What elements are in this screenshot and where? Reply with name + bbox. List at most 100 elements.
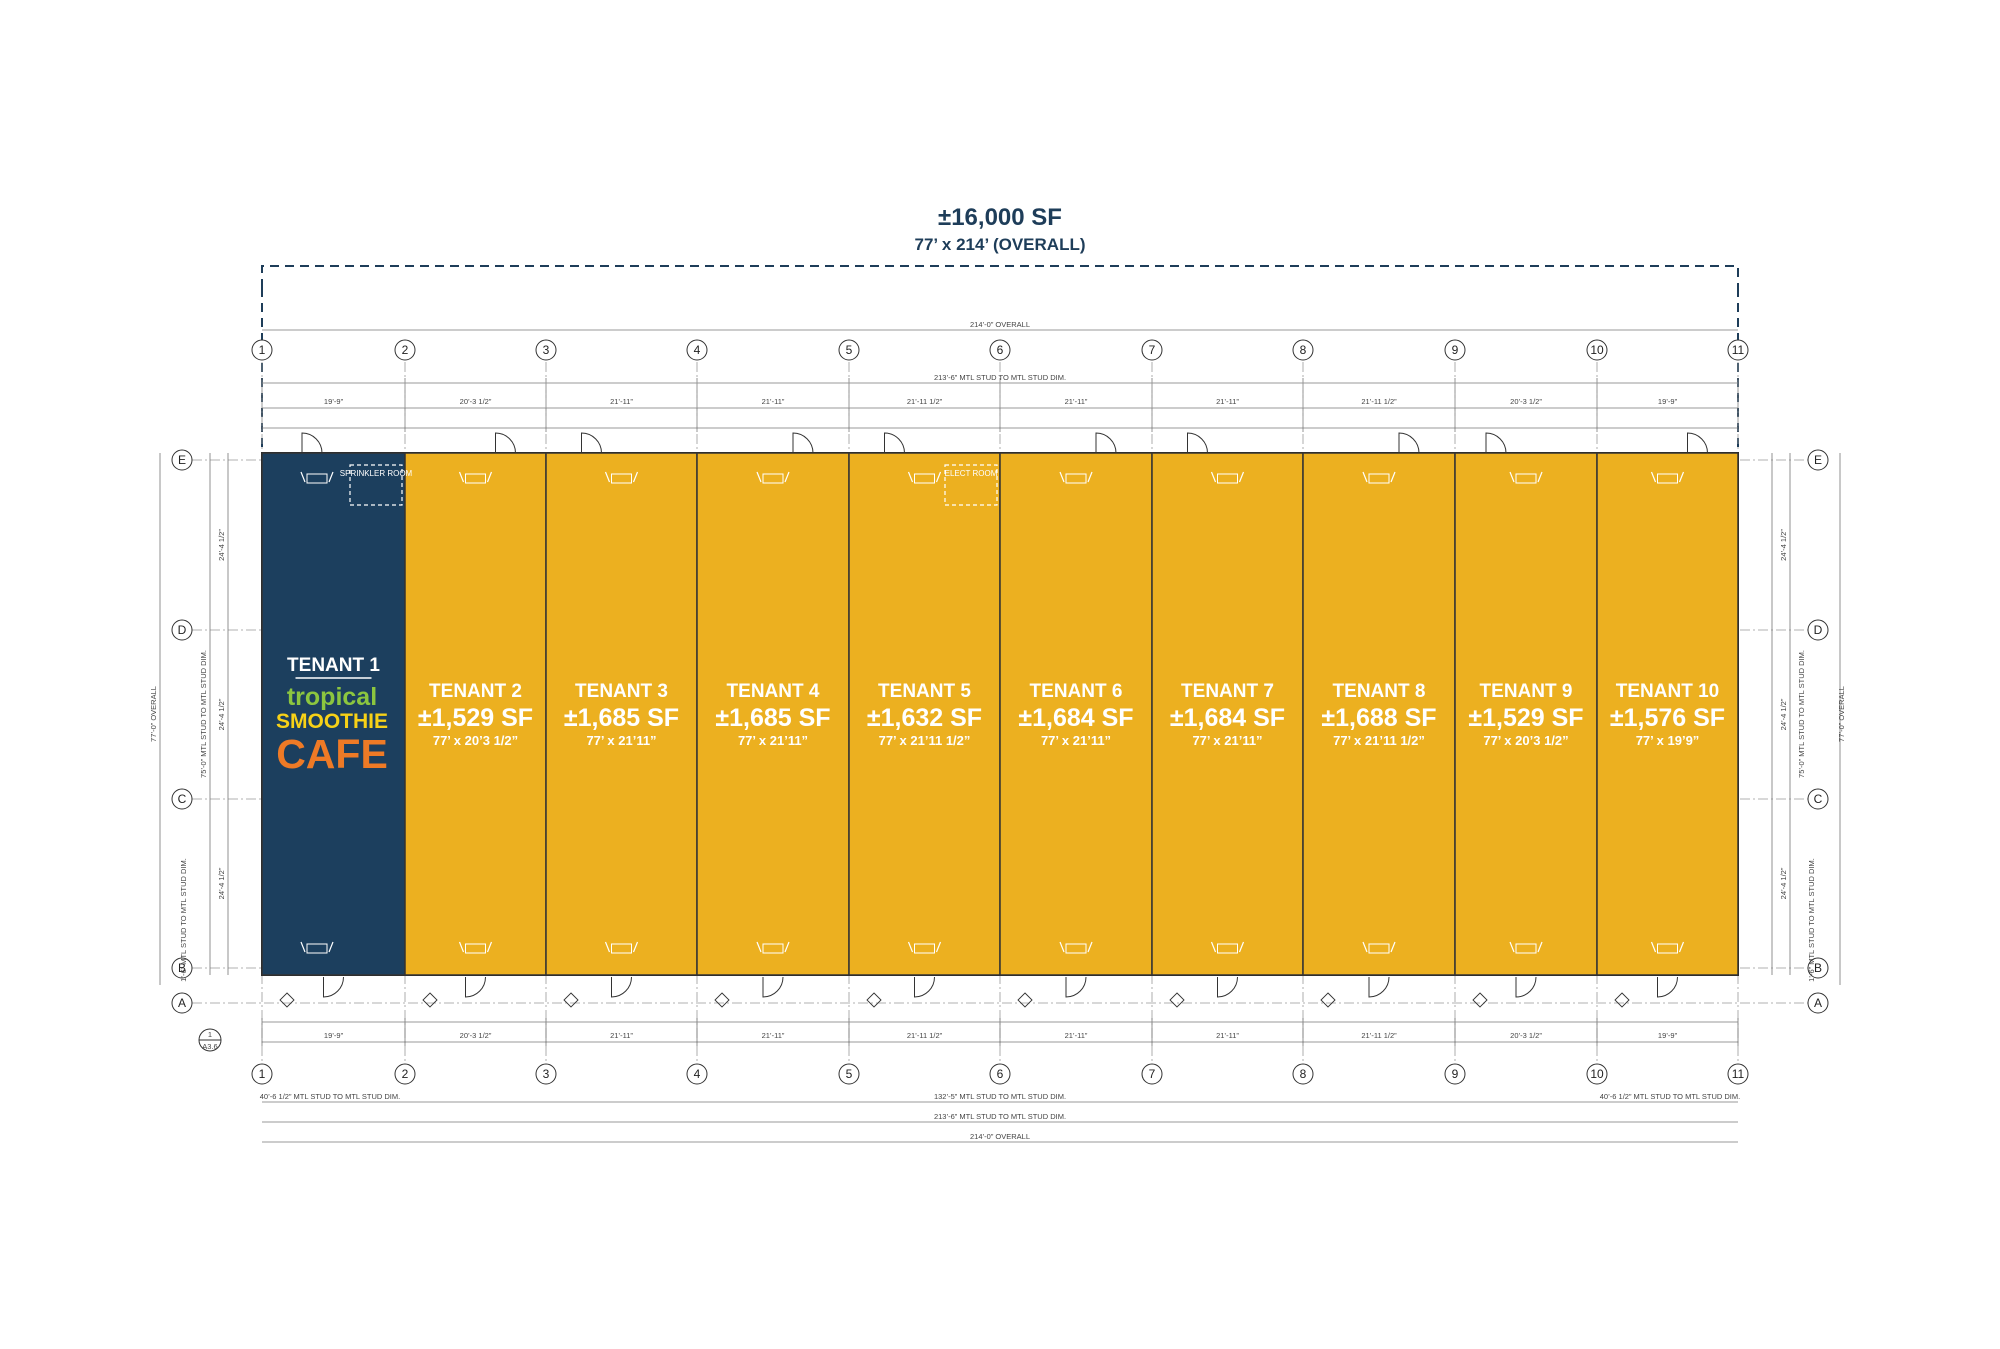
tenant-suite: TENANT 1 xyxy=(261,432,406,1008)
exit-arrow-icon xyxy=(756,471,790,483)
grid-row-label: C xyxy=(178,792,187,806)
bottom-sub-left-dim: 40’-6 1/2” MTL STUD TO MTL STUD DIM. xyxy=(260,1092,400,1101)
exit-sign-icon xyxy=(1368,943,1390,954)
top-bay-dim: 19’-9” xyxy=(324,397,344,406)
logo-line-cafe: CAFE xyxy=(276,731,388,777)
bottom-bay-dim: 20’-3 1/2” xyxy=(460,1031,492,1040)
elect-room-label: ELECT ROOM xyxy=(945,469,998,478)
top-bay-dim: 21’-11” xyxy=(1065,397,1088,406)
door-swing-icon xyxy=(1515,976,1537,998)
grid-row-bubble xyxy=(171,788,193,810)
exit-sign-icon xyxy=(1368,473,1390,484)
bottom-sub-mid-dim: 132’-5” MTL STUD TO MTL STUD DIM. xyxy=(934,1092,1066,1101)
grid-col-label: 7 xyxy=(1149,1067,1156,1081)
side-row-dim: 24’-4 1/2” xyxy=(217,867,226,899)
tenant-area: ±1,529 SF xyxy=(418,704,533,732)
grid-col-bubble xyxy=(394,1063,416,1085)
exit-arrow-icon xyxy=(1362,471,1396,483)
tenant-suite-fill xyxy=(696,452,850,976)
tenant-dimensions: 77’ x 21’11” xyxy=(586,733,656,748)
tenant-dimensions: 77’ x 21’11 1/2” xyxy=(879,733,971,748)
exit-sign-icon xyxy=(1515,943,1537,954)
grid-col-bubble xyxy=(394,339,416,361)
grid-col-label: 5 xyxy=(846,1067,853,1081)
tenant-name: TENANT 8 xyxy=(1333,681,1426,702)
tenant-name: TENANT 2 xyxy=(429,681,522,702)
tenant-dimensions: 77’ x 21’11 1/2” xyxy=(1333,733,1425,748)
top-bay-dim: 21’-11” xyxy=(610,397,633,406)
tenant-suite-fill xyxy=(545,452,698,976)
exit-sign-icon xyxy=(306,943,328,954)
tenant-suite-fill xyxy=(1151,452,1304,976)
tenant-dimensions: 77’ x 21’11” xyxy=(1192,733,1262,748)
exit-arrow-icon xyxy=(1059,941,1093,953)
overall-dashed-outline xyxy=(261,265,1739,288)
top-bay-dim: 21’-11” xyxy=(1216,397,1239,406)
grid-col-bubble xyxy=(535,339,557,361)
grid-col-bubble xyxy=(1586,1063,1608,1085)
exit-arrow-icon xyxy=(604,471,639,483)
grid-col-bubble xyxy=(989,1063,1011,1085)
grid-col-label: 5 xyxy=(846,343,853,357)
grid-row-label: E xyxy=(1814,453,1822,467)
exit-arrow-icon xyxy=(1650,941,1685,953)
tenant-suite-fill xyxy=(1596,452,1739,976)
grid-row-bubble xyxy=(1807,619,1829,641)
grid-col-label: 7 xyxy=(1149,343,1156,357)
tenant-suite-fill xyxy=(404,452,547,976)
total-area-label: ±16,000 SF xyxy=(938,204,1062,231)
tenant-dimensions: 77’ x 19’9” xyxy=(1636,733,1700,748)
grid-row-bubble xyxy=(1807,992,1829,1014)
grid-col-bubble xyxy=(1586,339,1608,361)
grid-col-label: 6 xyxy=(997,1067,1004,1081)
tenant-area: ±1,684 SF xyxy=(1170,704,1285,732)
tenant-suite-fill xyxy=(1302,452,1456,976)
sprinkler-room xyxy=(349,464,403,506)
tenant-dimensions: 77’ x 20’3 1/2” xyxy=(1483,733,1568,748)
exit-sign-icon xyxy=(1657,943,1678,954)
door-swing-icon xyxy=(762,976,784,998)
exit-arrow-icon xyxy=(458,941,493,953)
tenant-name: TENANT 4 xyxy=(727,681,820,702)
door-swing-icon xyxy=(1657,976,1678,998)
bottom-bay-dim: 21’-11” xyxy=(610,1031,633,1040)
bottom-bay-dim: 21’-11” xyxy=(1216,1031,1239,1040)
exit-sign-icon xyxy=(1217,943,1238,954)
grid-col-label: 2 xyxy=(402,1067,409,1081)
grid-col-label: 2 xyxy=(402,343,409,357)
grid-col-label: 11 xyxy=(1732,1067,1745,1081)
exit-sign-icon xyxy=(1217,473,1238,484)
grid-col-label: 4 xyxy=(694,1067,701,1081)
side-row-dim: 24’-4 1/2” xyxy=(1779,867,1788,899)
tenant-suite-fill xyxy=(261,452,406,976)
top-overall-dim: 214’-0” OVERALL xyxy=(970,320,1030,329)
grid-col-label: 9 xyxy=(1452,343,1459,357)
bottom-bay-dim: 20’-3 1/2” xyxy=(1510,1031,1542,1040)
door-swing-icon xyxy=(581,432,602,454)
grid-col-bubble xyxy=(1444,339,1466,361)
grid-col-label: 1 xyxy=(259,343,266,357)
exit-arrow-icon xyxy=(1210,471,1245,483)
grid-row-label: A xyxy=(178,996,186,1010)
exit-sign-icon xyxy=(465,473,486,484)
exit-arrow-icon xyxy=(1210,941,1245,953)
pier-marker-icon xyxy=(563,992,579,1008)
side-total-dim: 75’-0” MTL STUD TO MTL STUD DIM. xyxy=(199,650,208,778)
tenant-dimensions: 77’ x 21’11” xyxy=(738,733,808,748)
grid-row-label: E xyxy=(178,453,186,467)
tenant-area: ±1,685 SF xyxy=(715,704,830,732)
door-swing-icon xyxy=(1095,432,1117,454)
tenant-area: ±1,688 SF xyxy=(1321,704,1436,732)
exit-arrow-icon xyxy=(907,941,942,953)
top-bay-dim: 21’-11 1/2” xyxy=(1361,397,1397,406)
grid-row-bubble xyxy=(171,992,193,1014)
tenant-name: TENANT 3 xyxy=(575,681,668,702)
bottom-bay-dim: 19’-9” xyxy=(324,1031,344,1040)
exit-arrow-icon xyxy=(907,471,942,483)
bottom-bay-dim: 21’-11” xyxy=(1065,1031,1088,1040)
grid-row-bubble xyxy=(1807,957,1829,979)
grid-col-bubble xyxy=(1292,339,1314,361)
tenant-area: ±1,576 SF xyxy=(1610,704,1725,732)
